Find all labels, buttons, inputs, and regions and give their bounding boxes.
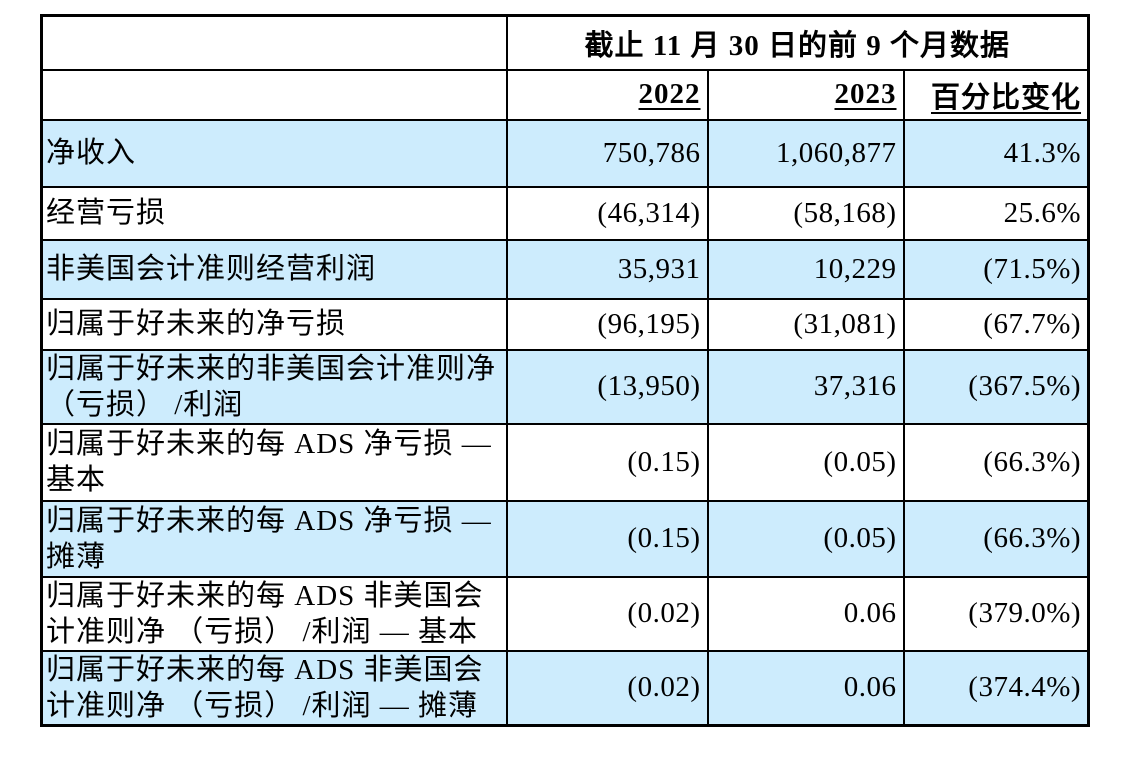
value-2023: 1,060,877 xyxy=(706,118,905,188)
row-label: 经营亏损 xyxy=(40,185,508,241)
period-header-cell: 截止 11 月 30 日的前 9 个月数据 xyxy=(505,14,1090,71)
value-pct-change: (67.7%) xyxy=(902,297,1090,351)
table-row: 归属于好未来的每 ADS 非美国会计准则净 （亏损） /利润 — 基本 (0.0… xyxy=(40,575,1090,652)
value-pct-change: (66.3%) xyxy=(902,499,1090,578)
financial-table: 截止 11 月 30 日的前 9 个月数据 2022 2023 百分比变化 净收… xyxy=(40,14,1091,727)
table-row: 经营亏损 (46,314) (58,168) 25.6% xyxy=(40,185,1090,241)
value-2023: (0.05) xyxy=(706,422,905,502)
period-header-row: 截止 11 月 30 日的前 9 个月数据 xyxy=(40,14,1090,71)
col-header-2022: 2022 xyxy=(638,78,701,110)
value-2022: (0.02) xyxy=(505,575,709,652)
row-label: 归属于好未来的每 ADS 非美国会计准则净 （亏损） /利润 — 基本 xyxy=(40,575,508,652)
page: { "table": { "period_header": "截止 11 月 3… xyxy=(0,14,1126,778)
col-header-2023-cell: 2023 xyxy=(706,68,905,121)
col-header-pct-change: 百分比变化 xyxy=(931,81,1082,114)
value-2023: (58,168) xyxy=(706,185,905,241)
value-pct-change: 41.3% xyxy=(902,118,1090,188)
value-pct-change: (379.0%) xyxy=(902,575,1090,652)
value-2022: (13,950) xyxy=(505,348,709,425)
value-2023: (31,081) xyxy=(706,297,905,351)
empty-header-cell xyxy=(40,14,508,71)
value-2022: 750,786 xyxy=(505,118,709,188)
column-header-row: 2022 2023 百分比变化 xyxy=(40,68,1090,121)
value-2023: (0.05) xyxy=(706,499,905,578)
value-2022: (0.15) xyxy=(505,499,709,578)
table-row: 归属于好未来的净亏损 (96,195) (31,081) (67.7%) xyxy=(40,297,1090,351)
value-2023: 37,316 xyxy=(706,348,905,425)
table-row: 非美国会计准则经营利润 35,931 10,229 (71.5%) xyxy=(40,238,1090,300)
table-row: 归属于好未来的每 ADS 净亏损 — 摊薄 (0.15) (0.05) (66.… xyxy=(40,499,1090,578)
row-label: 非美国会计准则经营利润 xyxy=(40,238,508,300)
value-2022: (0.02) xyxy=(505,649,709,727)
row-label: 归属于好未来的每 ADS 净亏损 — 摊薄 xyxy=(40,499,508,578)
row-label: 归属于好未来的非美国会计准则净 （亏损） /利润 xyxy=(40,348,508,425)
value-pct-change: (367.5%) xyxy=(902,348,1090,425)
value-2022: (0.15) xyxy=(505,422,709,502)
value-pct-change: 25.6% xyxy=(902,185,1090,241)
table-row: 归属于好未来的每 ADS 非美国会计准则净 （亏损） /利润 — 摊薄 (0.0… xyxy=(40,649,1090,727)
value-2022: (46,314) xyxy=(505,185,709,241)
value-2023: 10,229 xyxy=(706,238,905,300)
table-row: 归属于好未来的每 ADS 净亏损 — 基本 (0.15) (0.05) (66.… xyxy=(40,422,1090,502)
value-2022: (96,195) xyxy=(505,297,709,351)
table-body: 净收入 750,786 1,060,877 41.3% 经营亏损 (46,314… xyxy=(40,118,1090,727)
value-2023: 0.06 xyxy=(706,649,905,727)
value-pct-change: (66.3%) xyxy=(902,422,1090,502)
table-row: 净收入 750,786 1,060,877 41.3% xyxy=(40,118,1090,188)
row-label: 归属于好未来的每 ADS 净亏损 — 基本 xyxy=(40,422,508,502)
row-label: 净收入 xyxy=(40,118,508,188)
value-pct-change: (374.4%) xyxy=(902,649,1090,727)
empty-header-cell xyxy=(40,68,508,121)
col-header-2023: 2023 xyxy=(834,78,897,110)
col-header-pct-change-cell: 百分比变化 xyxy=(902,68,1090,121)
table-row: 归属于好未来的非美国会计准则净 （亏损） /利润 (13,950) 37,316… xyxy=(40,348,1090,425)
value-2023: 0.06 xyxy=(706,575,905,652)
value-2022: 35,931 xyxy=(505,238,709,300)
col-header-2022-cell: 2022 xyxy=(505,68,709,121)
row-label: 归属于好未来的每 ADS 非美国会计准则净 （亏损） /利润 — 摊薄 xyxy=(40,649,508,727)
value-pct-change: (71.5%) xyxy=(902,238,1090,300)
row-label: 归属于好未来的净亏损 xyxy=(40,297,508,351)
